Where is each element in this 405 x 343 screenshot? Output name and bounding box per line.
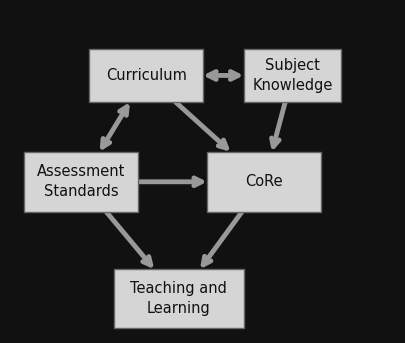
FancyBboxPatch shape: [113, 269, 243, 328]
FancyArrowPatch shape: [138, 178, 201, 186]
Text: CoRe: CoRe: [245, 174, 282, 189]
Text: Subject
Knowledge: Subject Knowledge: [252, 58, 332, 93]
FancyBboxPatch shape: [24, 152, 138, 212]
Text: Teaching and
Learning: Teaching and Learning: [130, 281, 226, 316]
FancyArrowPatch shape: [271, 102, 285, 146]
FancyArrowPatch shape: [102, 107, 127, 147]
FancyBboxPatch shape: [207, 152, 320, 212]
Text: Curriculum: Curriculum: [105, 68, 186, 83]
FancyArrowPatch shape: [202, 212, 241, 265]
FancyArrowPatch shape: [208, 72, 238, 79]
FancyBboxPatch shape: [89, 49, 202, 102]
FancyBboxPatch shape: [243, 49, 340, 102]
FancyArrowPatch shape: [106, 212, 150, 265]
FancyArrowPatch shape: [175, 102, 226, 148]
Text: Assessment
Standards: Assessment Standards: [37, 164, 125, 199]
